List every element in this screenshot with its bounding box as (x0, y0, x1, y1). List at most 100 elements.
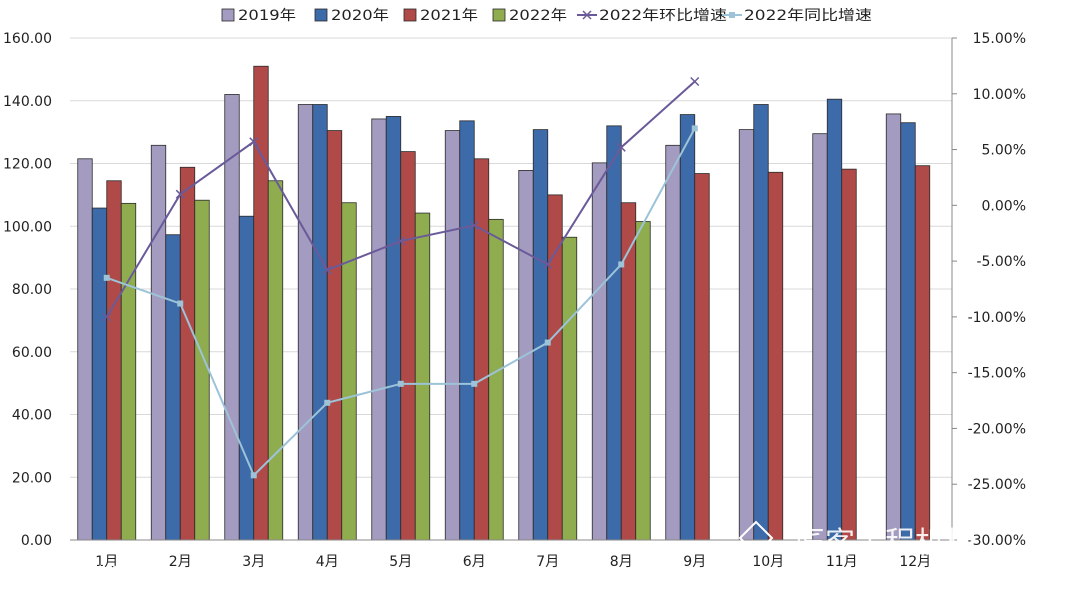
marker-stroke (249, 137, 259, 147)
bar-2021年-5月 (400, 151, 416, 541)
legend-item-2022年: 2022年 (492, 8, 567, 24)
legend-item-2022年同比增速: 2022年同比增速 (722, 8, 872, 24)
point-2022年同比增速-1月 (103, 274, 110, 281)
watermark-left-text: 大数跨境 (52, 564, 124, 585)
x-tick-label: 11月 (826, 554, 858, 570)
bar-2022年-2月 (194, 199, 210, 541)
point-2022年环比增速-2月 (175, 189, 185, 199)
bar-2021年-11月 (841, 168, 857, 541)
x-tick-label: 2月 (169, 554, 192, 570)
point-2022年同比增速-8月 (618, 261, 625, 268)
y-right-tick-label: -20.00% (968, 421, 1026, 437)
x-tick-label: 8月 (610, 554, 633, 570)
legend-label: 2022年 (509, 8, 567, 24)
bar-2020年-3月 (238, 215, 255, 541)
legend-item-2022年环比增速: 2022年环比增速 (577, 8, 727, 24)
bar-2019年-2月 (150, 144, 167, 541)
bar-series (77, 65, 931, 541)
y-right-tick-label: -15.00% (968, 366, 1026, 382)
legend-label: 2019年 (238, 8, 296, 24)
bar-2022年-6月 (488, 218, 504, 541)
watermark-layer: 大数跨境 匠客工程机械 (11, 520, 975, 585)
y-left-tick-label: 120.00 (3, 157, 52, 173)
gridlines (70, 37, 952, 541)
x-tick-label: 9月 (683, 554, 706, 570)
bar-2020年-4月 (312, 104, 328, 541)
y-right-tick-label: 15.00% (973, 31, 1026, 47)
y-right-tick-label: -10.00% (968, 310, 1026, 326)
x-tick-label: 3月 (242, 554, 265, 570)
point-2022年环比增速-4月 (322, 265, 332, 275)
bar-2021年-8月 (620, 202, 637, 541)
point-2022年同比增速-6月 (471, 380, 478, 387)
x-tick-label: 12月 (899, 554, 931, 570)
line-series (102, 76, 700, 479)
bar-2020年-11月 (826, 98, 843, 541)
y-right-tick-label: 5.00% (982, 143, 1026, 159)
marker-stroke (322, 265, 332, 275)
bar-2020年-1月 (91, 207, 108, 541)
marker-stroke (469, 220, 479, 230)
bar-2022年-4月 (341, 202, 357, 541)
watermark-left-icon (11, 564, 29, 582)
point-2022年同比增速-5月 (397, 380, 404, 387)
point-2022年环比增速-6月 (469, 220, 479, 230)
legend-swatch (492, 8, 506, 22)
bar-2019年-12月 (885, 113, 902, 541)
legend-label: 2022年环比增速 (599, 8, 727, 24)
y-left-tick-label: 80.00 (12, 282, 52, 298)
point-2022年同比增速-9月 (691, 125, 698, 132)
bar-2021年-2月 (179, 166, 196, 541)
marker-stroke (616, 142, 626, 152)
legend-item-2019年: 2019年 (221, 8, 296, 24)
legend-swatch (314, 8, 328, 22)
marker-stroke (396, 236, 406, 246)
point-2022年同比增速-4月 (324, 399, 331, 406)
legend-item-2021年: 2021年 (403, 8, 478, 24)
y-right-tick-label: -5.00% (976, 254, 1026, 270)
point-2022年环比增速-9月 (690, 76, 700, 87)
legend-label: 2022年同比增速 (744, 8, 872, 24)
marker-stroke (102, 312, 112, 322)
bar-2021年-1月 (106, 180, 122, 541)
bar-2020年-5月 (385, 116, 402, 541)
bar-2020年-7月 (532, 129, 549, 541)
marker-stroke (175, 189, 185, 199)
y-right-tick-label: 10.00% (973, 87, 1026, 103)
bar-2019年-6月 (444, 130, 461, 541)
axes: 0.00 20.00 40.00 60.00 80.00 100.00 120.00 140.… (3, 31, 1026, 570)
bar-2022年-5月 (414, 212, 431, 541)
y-right-tick-label: 0.00% (982, 198, 1026, 214)
bar-2022年-7月 (561, 236, 578, 541)
bar-2020年-10月 (753, 104, 769, 541)
legend: 2019年 2020年 2021年 2022年 2022年环比增速 2022年同比增速 (221, 8, 872, 24)
bar-2021年-9月 (694, 173, 710, 541)
marker-stroke (690, 76, 700, 87)
x-tick-label: 7月 (536, 554, 559, 570)
watermark-right: 匠客工程机械 (738, 520, 975, 561)
point-2022年同比增速-3月 (250, 472, 257, 479)
marker-stroke (543, 259, 553, 269)
bar-2021年-10月 (767, 171, 784, 541)
y-left-tick-label: 20.00 (12, 470, 52, 486)
bar-2019年-1月 (77, 158, 93, 541)
watermark-left: 大数跨境 (11, 564, 124, 585)
legend-swatch (221, 8, 235, 22)
y-left-tick-label: 140.00 (3, 94, 52, 110)
bar-2022年-3月 (267, 180, 284, 541)
x-tick-label: 10月 (752, 554, 784, 570)
bar-2019年-11月 (812, 133, 828, 541)
bar-2020年-12月 (900, 122, 916, 541)
watermark-right-icon (738, 520, 774, 556)
x-tick-label: 5月 (389, 554, 412, 570)
watermark-right-text: 匠客工程机械 (795, 526, 975, 561)
bar-2020年-6月 (459, 120, 475, 541)
legend-label: 2020年 (331, 8, 389, 24)
bar-2022年-1月 (120, 202, 137, 541)
x-tick-label: 1月 (95, 554, 118, 570)
bar-2019年-10月 (738, 129, 755, 541)
x-tick-label: 6月 (463, 554, 486, 570)
y-left-tick-label: 60.00 (12, 345, 52, 361)
